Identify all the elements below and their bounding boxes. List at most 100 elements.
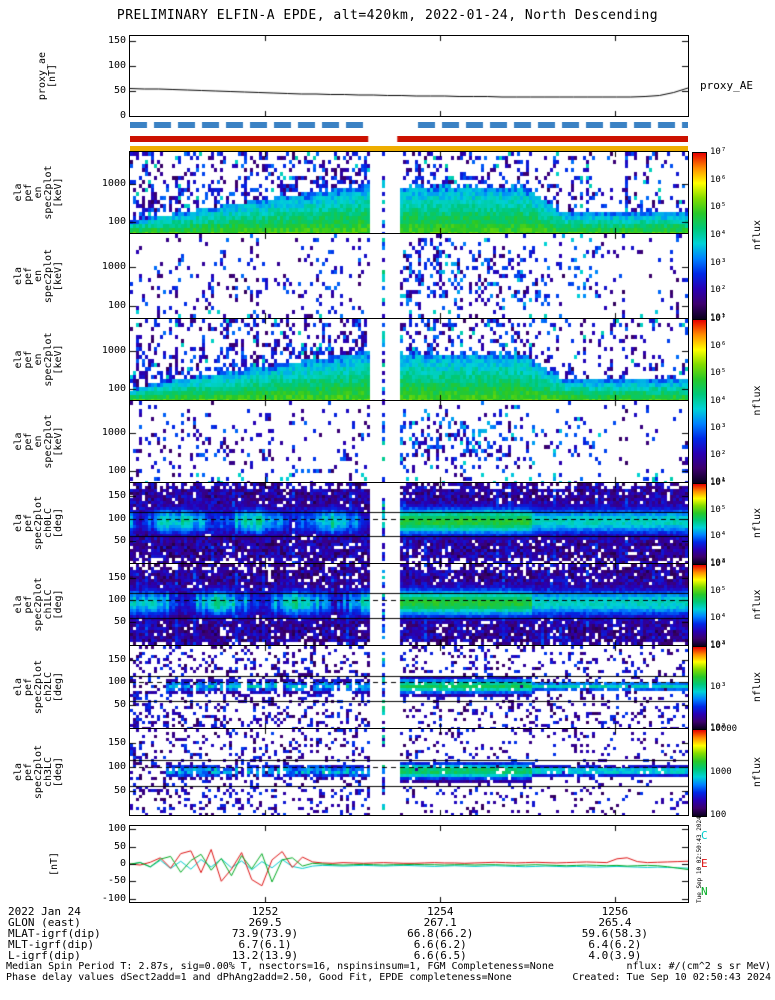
- colorbar-tick: 10⁶: [710, 559, 727, 569]
- y-tick-label: 100: [107, 215, 126, 227]
- colorbar-tick: 10000: [710, 724, 738, 734]
- y-tick-label: 50: [113, 785, 126, 797]
- colorbar-title: nflux: [752, 219, 763, 251]
- y-tick-label: 100: [107, 593, 126, 605]
- en-spectrogram-canvas-1: [130, 152, 688, 233]
- table-value: 4.0(3.9): [588, 949, 642, 962]
- en-spectrogram-panel-2: [129, 233, 689, 319]
- red-availability-bar: [130, 136, 688, 142]
- en-spectrogram-panel-1: [129, 151, 689, 234]
- colorbar-tick: 10⁴: [710, 641, 727, 651]
- y-axis-label: ela pef spec2plot ch3LC [deg]: [13, 744, 64, 800]
- y-tick-label: 1000: [101, 426, 126, 438]
- table-row-label: 2022 Jan 24: [8, 905, 81, 918]
- colorbar-tick: 10³: [710, 422, 727, 433]
- colorbar-tick: 10³: [710, 558, 727, 568]
- table-value: 59.6(58.3): [581, 927, 649, 940]
- fgm-legend-item: E: [701, 857, 708, 870]
- colorbar-tick: 10³: [710, 682, 727, 692]
- fgm-legend-item: C: [701, 829, 708, 842]
- y-axis-label: ela pef en spec2plot [keV]: [13, 414, 64, 469]
- pitch-angle-canvas-ch2lc: [130, 646, 688, 728]
- proxy-ae-panel: [129, 35, 689, 117]
- colorbar-tick: 10²: [710, 449, 727, 460]
- colorbar-title: nflux: [752, 507, 763, 539]
- pitch-angle-canvas-ch0lc: [130, 483, 688, 563]
- colorbar-title: nflux: [752, 671, 763, 703]
- colorbar-tick: 10⁵: [710, 368, 727, 379]
- colorbar-tick: 10⁷: [710, 314, 727, 324]
- y-tick-label: 100: [107, 300, 126, 312]
- colorbar-tick: 1000: [710, 767, 732, 777]
- y-tick-label: 50: [113, 616, 126, 628]
- colorbar-tick: 10⁴: [710, 531, 727, 542]
- colorbar-tick: 10¹: [710, 313, 727, 323]
- y-axis-label: ela pef en spec2plot [keV]: [13, 165, 64, 220]
- colorbar-title: nflux: [752, 385, 763, 416]
- colorbar-tick: 10⁵: [710, 586, 727, 596]
- table-value: 6.7(6.1): [238, 938, 292, 951]
- table-row-label: MLAT-igrf(dip): [8, 927, 101, 940]
- pitch-angle-panel-ch3lc: [129, 728, 689, 816]
- table-row-label: MLT-igrf(dip): [8, 938, 95, 951]
- y-tick-label: 50: [113, 534, 126, 546]
- footer-spin-period-line: Median Spin Period T: 2.87s, sig=0.00% T…: [6, 961, 554, 972]
- table-row-label: GLON (east): [8, 916, 81, 929]
- y-tick-label: -100: [101, 892, 126, 904]
- colorbar: [692, 564, 707, 647]
- colorbar-tick: 10⁶: [710, 341, 727, 352]
- magnetometer-panel: [129, 825, 689, 903]
- y-axis-label: ela pef spec2plot ch1LC [deg]: [13, 577, 64, 632]
- y-tick-label: 100: [107, 60, 126, 71]
- colorbar-tick: 10²: [710, 285, 727, 296]
- magnetometer-canvas: [130, 826, 688, 902]
- colorbar: [692, 152, 707, 320]
- table-value: 269.5: [248, 916, 282, 929]
- table-value: 265.4: [598, 916, 632, 929]
- y-tick-label: 50: [113, 840, 126, 852]
- y-tick-label: 150: [107, 35, 126, 46]
- y-tick-label: 0: [119, 110, 126, 121]
- colorbar-tick: 10⁴: [710, 230, 727, 240]
- table-value: 267.1: [423, 916, 457, 929]
- y-axis-label: proxy_ae [nT]: [37, 51, 58, 101]
- colorbar-tick: 10¹: [710, 477, 727, 487]
- blue-availability-bar: [130, 122, 688, 128]
- y-tick-label: 50: [113, 85, 126, 96]
- colorbar: [692, 319, 707, 484]
- footer-created-note: Created: Tue Sep 10 02:50:43 2024: [572, 972, 771, 983]
- colorbar-tick: 10⁶: [710, 478, 727, 488]
- footer-units-note: nflux: #/(cm^2 s sr MeV): [626, 961, 772, 972]
- y-tick-label: 0: [119, 858, 126, 869]
- y-tick-label: 100: [107, 676, 126, 688]
- table-value: 1256: [601, 905, 629, 918]
- y-tick-label: 100: [107, 382, 126, 394]
- colorbar-tick: 10⁵: [710, 202, 727, 213]
- pitch-angle-panel-ch2lc: [129, 645, 689, 729]
- table-value: 6.6(6.2): [413, 938, 467, 951]
- colorbar-tick: 10⁶: [710, 174, 727, 185]
- table-value: 6.6(6.5): [413, 949, 467, 962]
- fgm-legend-item: N: [701, 885, 708, 898]
- colorbar-tick: 10⁴: [710, 395, 727, 406]
- y-tick-label: 1000: [101, 177, 126, 189]
- pitch-angle-canvas-ch3lc: [130, 729, 688, 815]
- y-tick-label: -50: [107, 875, 126, 887]
- y-tick-label: 150: [107, 490, 126, 502]
- y-tick-label: 100: [107, 464, 126, 476]
- gold-attitude-bar: [130, 146, 688, 151]
- proxy-ae-canvas: [130, 36, 688, 116]
- table-value: 73.9(73.9): [231, 927, 299, 940]
- y-tick-label: 100: [107, 823, 126, 835]
- en-spectrogram-canvas-3: [130, 319, 688, 400]
- footer-phase-delay-line: Phase delay values dSect2add=1 and dPhAn…: [6, 972, 512, 983]
- y-tick-label: 150: [107, 571, 126, 583]
- colorbar: [692, 483, 707, 565]
- y-tick-label: 150: [107, 737, 126, 749]
- colorbar-tick: 10³: [710, 257, 727, 268]
- colorbar-tick: 10³: [710, 640, 727, 650]
- y-axis-label: ela pef spec2plot ch0LC [deg]: [13, 495, 64, 551]
- y-tick-label: 50: [113, 699, 126, 711]
- en-spectrogram-panel-4: [129, 400, 689, 483]
